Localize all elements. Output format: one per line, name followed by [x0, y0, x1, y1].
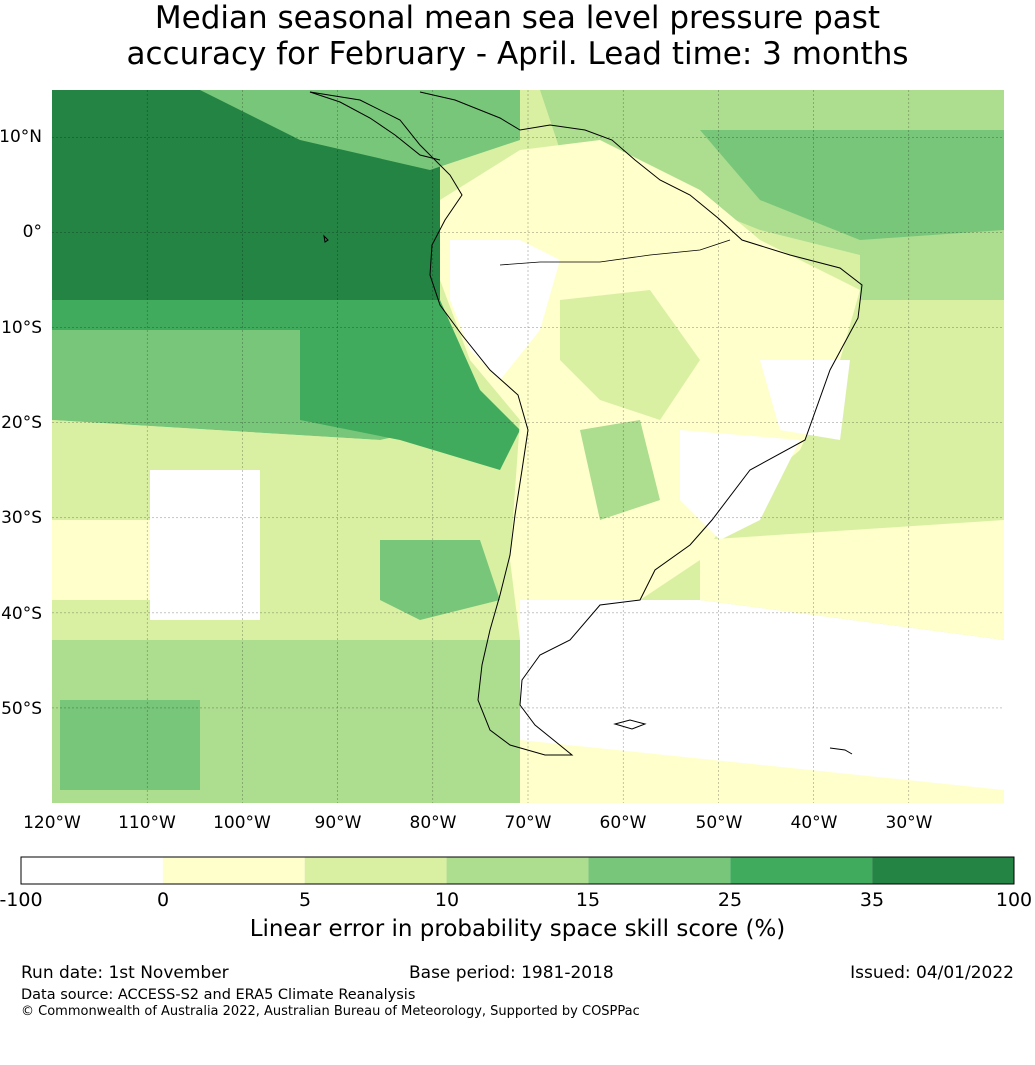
lon-label: 60°W [600, 813, 647, 833]
title-line-1: Median seasonal mean sea level pressure … [154, 0, 881, 36]
field-caribbean [200, 90, 520, 170]
colorbar-swatch [730, 857, 873, 884]
colorbar-tick: 0 [157, 889, 169, 911]
coastline-central-america [309, 91, 441, 161]
field-chile-patch [380, 540, 500, 620]
field-white-south-atlantic [520, 600, 1004, 790]
lon-label: 80°W [410, 813, 457, 833]
field-white-brazil2 [680, 430, 800, 540]
lon-label: 30°W [886, 813, 933, 833]
field-north-atlantic-dark [700, 130, 1004, 240]
field-south-atlantic-light [700, 520, 1004, 640]
coastline-falklands [613, 719, 647, 730]
colorbar-tick: 10 [435, 889, 459, 911]
title-line-2: accuracy for February - April. Lead time… [126, 36, 909, 72]
lat-label: 20°S [1, 413, 42, 433]
field-far-south [520, 740, 1004, 803]
lon-label: 50°W [696, 813, 743, 833]
lon-label: 110°W [118, 813, 176, 833]
field-white-andes [450, 240, 560, 380]
field-white-patch-sp [150, 470, 260, 620]
field-east-atlantic [860, 300, 1004, 520]
field-pacific-band [52, 300, 300, 330]
coastline-galapagos [323, 234, 329, 243]
lon-label: 70°W [505, 813, 552, 833]
colorbar-tick: 100 [996, 889, 1032, 911]
colorbar-swatches [21, 857, 1014, 884]
map-field [52, 90, 1004, 803]
field-continent-green [560, 290, 700, 420]
colorbar-label: Linear error in probability space skill … [249, 916, 786, 942]
colorbar-tick: -100 [0, 889, 43, 911]
run-date: Run date: 1st November [21, 963, 229, 983]
issued-date: Issued: 04/01/2022 [850, 963, 1014, 983]
colorbar-tick: 15 [576, 889, 600, 911]
colorbar-swatch [162, 857, 305, 884]
colorbar-swatch [872, 857, 1014, 884]
field-east-atlantic-band [860, 240, 1004, 300]
lon-label: 40°W [791, 813, 838, 833]
lon-label: 120°W [23, 813, 81, 833]
data-source: Data source: ACCESS-S2 and ERA5 Climate … [21, 987, 416, 1003]
lat-label: 0° [23, 222, 42, 242]
lat-label: 10°S [1, 318, 42, 338]
map-title: Median seasonal mean sea level pressure … [0, 0, 1035, 72]
colorbar-swatch [21, 857, 163, 884]
colorbar-tick: 25 [718, 889, 742, 911]
lon-label: 90°W [315, 813, 362, 833]
colorbar-tick: 5 [299, 889, 311, 911]
lat-label: 40°S [1, 604, 42, 624]
colorbar-tick: 35 [860, 889, 884, 911]
skill-score-map: 10°N 0° 10°S 20°S 30°S 40°S 50°S 120°W 1… [0, 90, 1004, 833]
copyright: © Commonwealth of Australia 2022, Austra… [21, 1004, 640, 1019]
gridlines [52, 90, 1004, 803]
lat-label: 30°S [1, 508, 42, 528]
field-continent-green2 [580, 420, 660, 520]
coastline-south-georgia [829, 747, 853, 755]
lon-label: 100°W [213, 813, 271, 833]
colorbar-swatch [304, 857, 447, 884]
field-peru-coast [300, 300, 520, 470]
coastline-south-america [309, 91, 863, 756]
colorbar-frame [20, 856, 1015, 885]
colorbar: -100 0 5 10 15 25 35 100 [0, 856, 1032, 911]
lat-label: 10°N [0, 127, 42, 147]
field-white-brazil [760, 360, 850, 440]
coastline-amazon-river [499, 239, 731, 266]
colorbar-swatch [588, 857, 731, 884]
field-light-patch-sp [52, 520, 150, 600]
base-period: Base period: 1981-2018 [409, 963, 614, 983]
colorbar-swatch [446, 857, 589, 884]
lat-label: 50°S [1, 699, 42, 719]
field-southern-patch [60, 700, 200, 790]
